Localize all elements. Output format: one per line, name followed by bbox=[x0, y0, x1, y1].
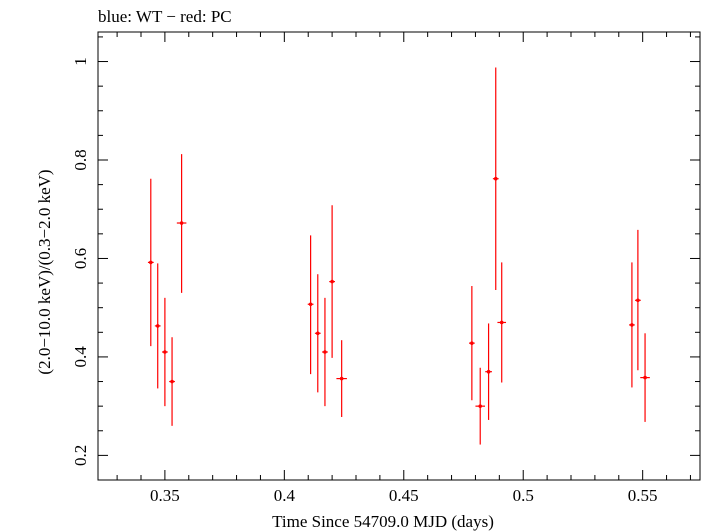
chart-title: blue: WT − red: PC bbox=[98, 7, 232, 26]
axis-ticks bbox=[98, 32, 700, 481]
x-tick-label: 0.35 bbox=[150, 486, 180, 505]
data-point bbox=[629, 262, 635, 388]
point-marker bbox=[170, 379, 174, 384]
axis-tick-labels: 0.35 0.4 0.45 0.5 0.55 0.2 0.4 0.6 0.8 1 bbox=[71, 57, 658, 505]
point-marker bbox=[339, 376, 344, 381]
data-point bbox=[485, 323, 492, 420]
data-point bbox=[468, 286, 475, 401]
point-marker bbox=[323, 350, 327, 354]
point-marker bbox=[179, 221, 184, 225]
x-axis-label: Time Since 54709.0 MJD (days) bbox=[272, 512, 494, 531]
data-point bbox=[635, 229, 641, 371]
data-point bbox=[475, 367, 485, 445]
point-marker bbox=[470, 341, 474, 345]
x-tick-label: 0.45 bbox=[389, 486, 419, 505]
point-marker bbox=[636, 298, 640, 303]
point-marker bbox=[308, 302, 313, 307]
x-tick-label: 0.55 bbox=[628, 486, 658, 505]
y-axis-label: (2.0−10.0 keV)/(0.3−2.0 keV) bbox=[35, 169, 54, 374]
point-marker bbox=[478, 404, 483, 408]
point-marker bbox=[148, 260, 153, 265]
point-marker bbox=[643, 375, 647, 380]
point-marker bbox=[315, 331, 320, 336]
point-marker bbox=[493, 176, 498, 181]
point-marker bbox=[330, 279, 334, 284]
data-point bbox=[329, 205, 335, 358]
x-tick-label: 0.4 bbox=[274, 486, 296, 505]
point-marker bbox=[155, 324, 160, 328]
data-point bbox=[322, 297, 328, 407]
point-marker bbox=[499, 320, 504, 325]
y-tick-label: 0.4 bbox=[71, 346, 90, 368]
y-tick-label: 1 bbox=[71, 57, 90, 66]
point-marker bbox=[630, 323, 634, 327]
data-point bbox=[497, 262, 507, 383]
data-point bbox=[640, 333, 650, 422]
y-tick-label: 0.2 bbox=[71, 445, 90, 466]
x-tick-label: 0.5 bbox=[513, 486, 534, 505]
data-point bbox=[147, 178, 154, 347]
data-points bbox=[147, 67, 650, 445]
data-point bbox=[492, 67, 499, 290]
plot-frame bbox=[97, 31, 701, 481]
data-point bbox=[169, 337, 175, 426]
y-tick-label: 0.6 bbox=[71, 248, 90, 269]
data-point bbox=[176, 154, 187, 293]
point-marker bbox=[163, 350, 167, 354]
point-marker bbox=[486, 369, 491, 374]
data-point bbox=[307, 235, 314, 375]
data-point bbox=[162, 297, 168, 407]
y-tick-label: 0.8 bbox=[71, 149, 90, 170]
data-point bbox=[154, 263, 161, 389]
data-point bbox=[336, 340, 347, 417]
data-point bbox=[314, 274, 321, 393]
